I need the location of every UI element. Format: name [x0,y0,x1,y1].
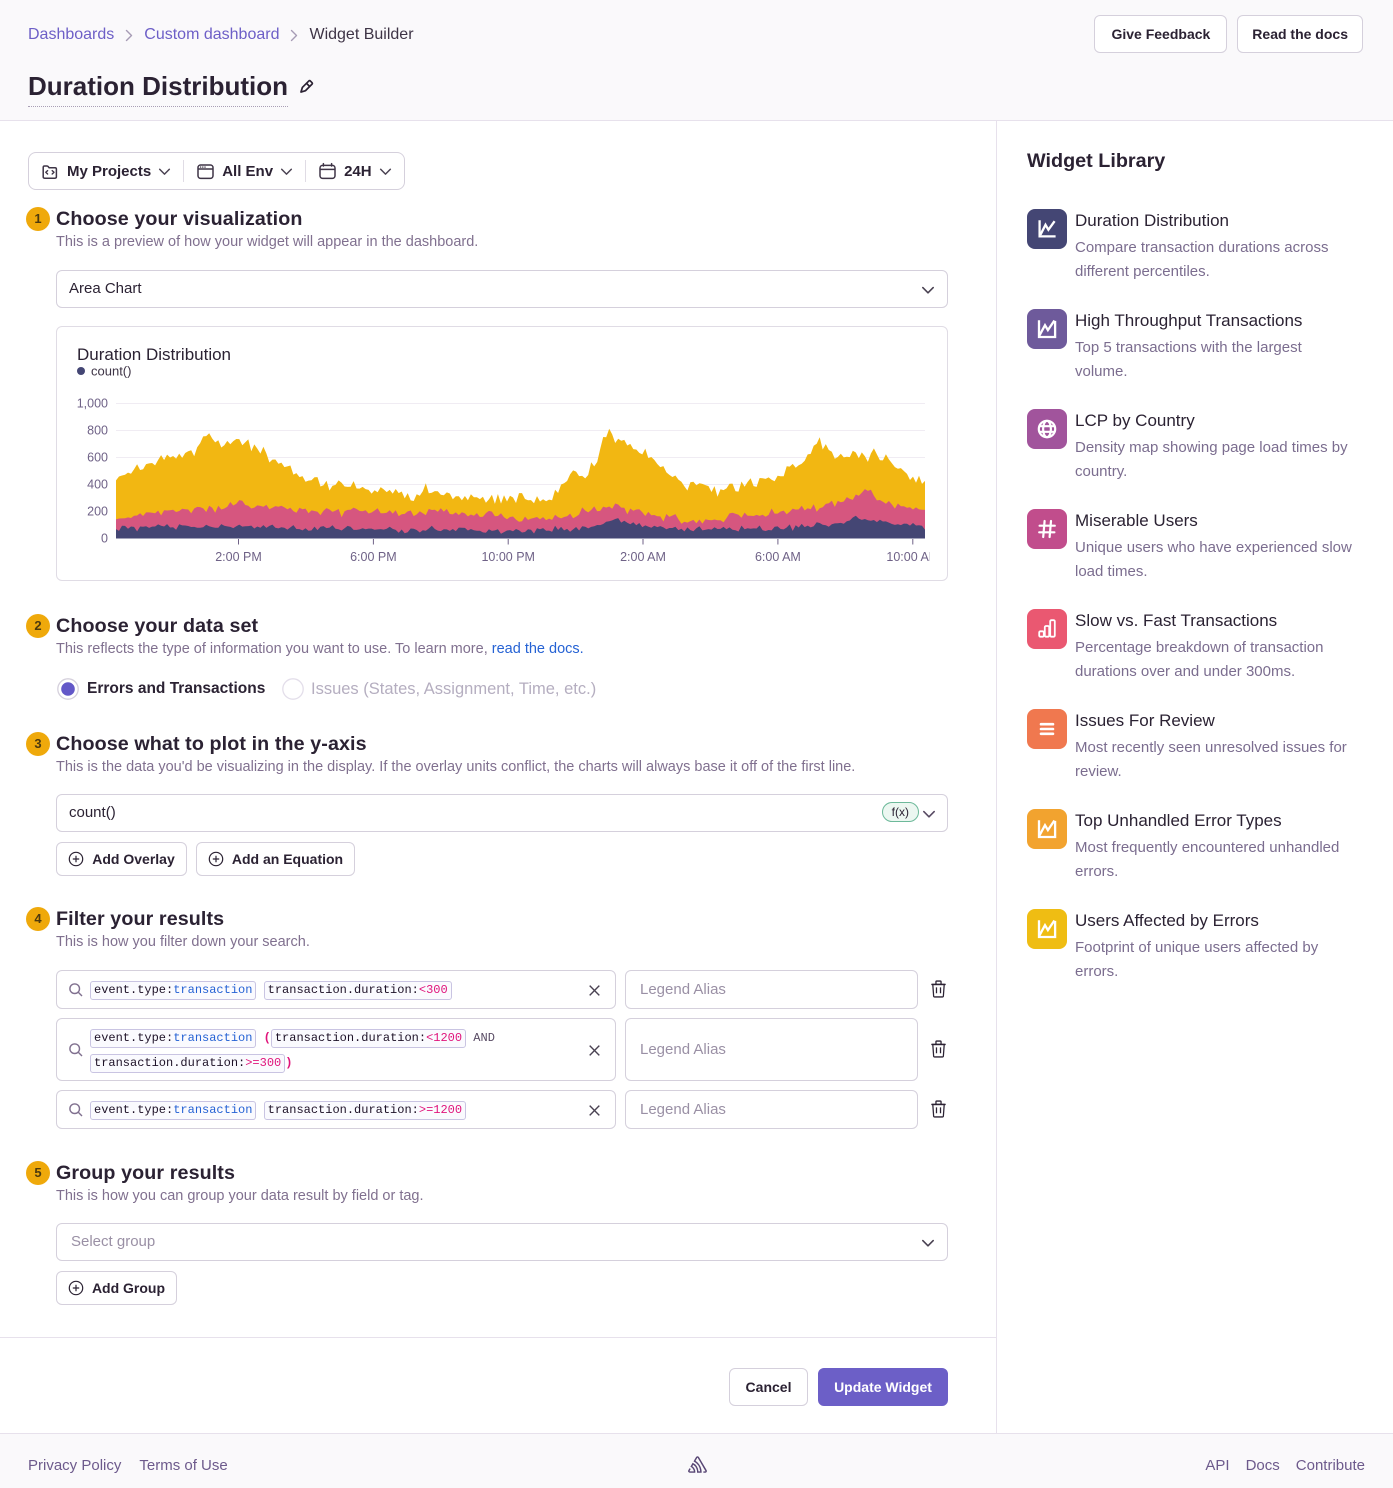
svg-text:2:00 PM: 2:00 PM [215,550,262,564]
svg-text:800: 800 [87,424,108,438]
svg-text:10:00 AM: 10:00 AM [886,550,930,564]
svg-text:1,000: 1,000 [77,397,108,411]
svg-text:Duration Distribution: Duration Distribution [77,345,231,364]
svg-text:10:00 PM: 10:00 PM [481,550,535,564]
svg-text:count(): count() [91,364,131,379]
svg-text:200: 200 [87,505,108,519]
svg-text:600: 600 [87,451,108,465]
svg-text:400: 400 [87,478,108,492]
svg-text:6:00 AM: 6:00 AM [755,550,801,564]
svg-text:0: 0 [101,532,108,546]
svg-text:6:00 PM: 6:00 PM [350,550,397,564]
svg-text:2:00 AM: 2:00 AM [620,550,666,564]
